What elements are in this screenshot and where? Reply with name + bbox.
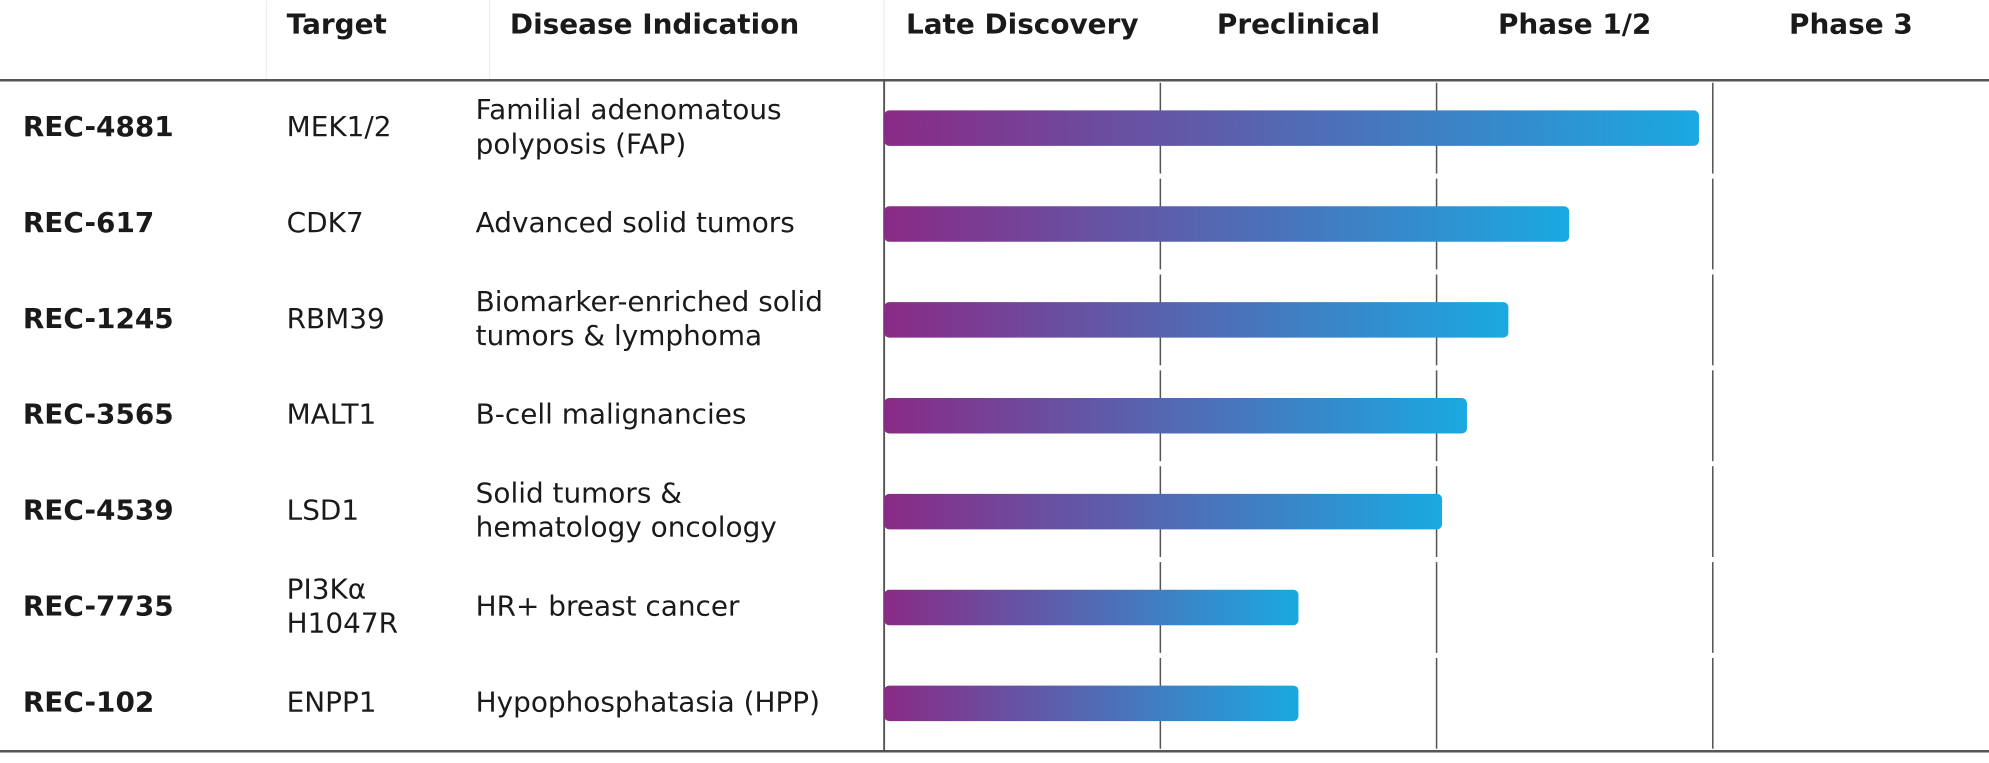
indication-line: Solid tumors & — [476, 476, 682, 509]
indication-line: Biomarker-enriched solid — [476, 285, 823, 318]
target-line: H1047R — [287, 607, 398, 640]
bar — [884, 493, 1443, 530]
program-name: REC-617 — [23, 206, 154, 239]
target: ENPP1 — [287, 685, 377, 718]
header-indication: Disease Indication — [510, 8, 799, 41]
indication: Advanced solid tumors — [476, 206, 795, 239]
target-line: CDK7 — [287, 206, 364, 239]
indication: Biomarker-enriched solid tumors & lymphom… — [476, 285, 823, 352]
indication-line: tumors & lymphoma — [476, 319, 762, 352]
indication: HR+ breast cancer — [476, 589, 740, 622]
target-line: LSD1 — [287, 494, 359, 527]
target: MEK1/2 — [287, 110, 392, 143]
program-name: REC-102 — [23, 685, 154, 718]
indication-line: Advanced solid tumors — [476, 206, 795, 239]
indication-line: Hypophosphatasia (HPP) — [476, 685, 820, 718]
target: LSD1 — [287, 494, 359, 527]
bar — [884, 589, 1299, 626]
program-name: REC-4539 — [23, 494, 174, 527]
bar — [884, 110, 1699, 146]
stage-header: Phase 3 — [1789, 8, 1913, 41]
indication-line: hematology oncology — [476, 511, 777, 544]
program-name: REC-3565 — [23, 398, 174, 431]
indication: Solid tumors & hematology oncology — [476, 476, 777, 543]
indication-line: Familial adenomatous — [476, 93, 782, 126]
target: CDK7 — [287, 206, 364, 239]
program-name: REC-1245 — [23, 302, 174, 335]
indication: Familial adenomatous polyposis (FAP) — [476, 93, 782, 160]
program-name: REC-7735 — [23, 589, 174, 622]
stage-header: Preclinical — [1217, 8, 1380, 41]
indication: Hypophosphatasia (HPP) — [476, 685, 820, 718]
target: PI3Kα H1047R — [287, 572, 398, 639]
target-line: ENPP1 — [287, 685, 377, 718]
target-line: PI3Kα — [287, 572, 366, 605]
stage-header: Late Discovery — [906, 8, 1139, 41]
bar — [884, 685, 1299, 722]
bar — [884, 302, 1509, 338]
indication-line: polyposis (FAP) — [476, 127, 687, 160]
stage-header: Phase 1/2 — [1498, 8, 1651, 41]
indication-line: B-cell malignancies — [476, 398, 747, 431]
target-line: MALT1 — [287, 398, 377, 431]
target-line: RBM39 — [287, 302, 385, 335]
bar — [884, 206, 1570, 242]
target-line: MEK1/2 — [287, 110, 392, 143]
indication-line: HR+ breast cancer — [476, 589, 740, 622]
indication: B-cell malignancies — [476, 398, 747, 431]
bar — [884, 397, 1467, 434]
program-name: REC-4881 — [23, 110, 174, 143]
header-target: Target — [287, 8, 387, 41]
target: RBM39 — [287, 302, 385, 335]
target: MALT1 — [287, 398, 377, 431]
